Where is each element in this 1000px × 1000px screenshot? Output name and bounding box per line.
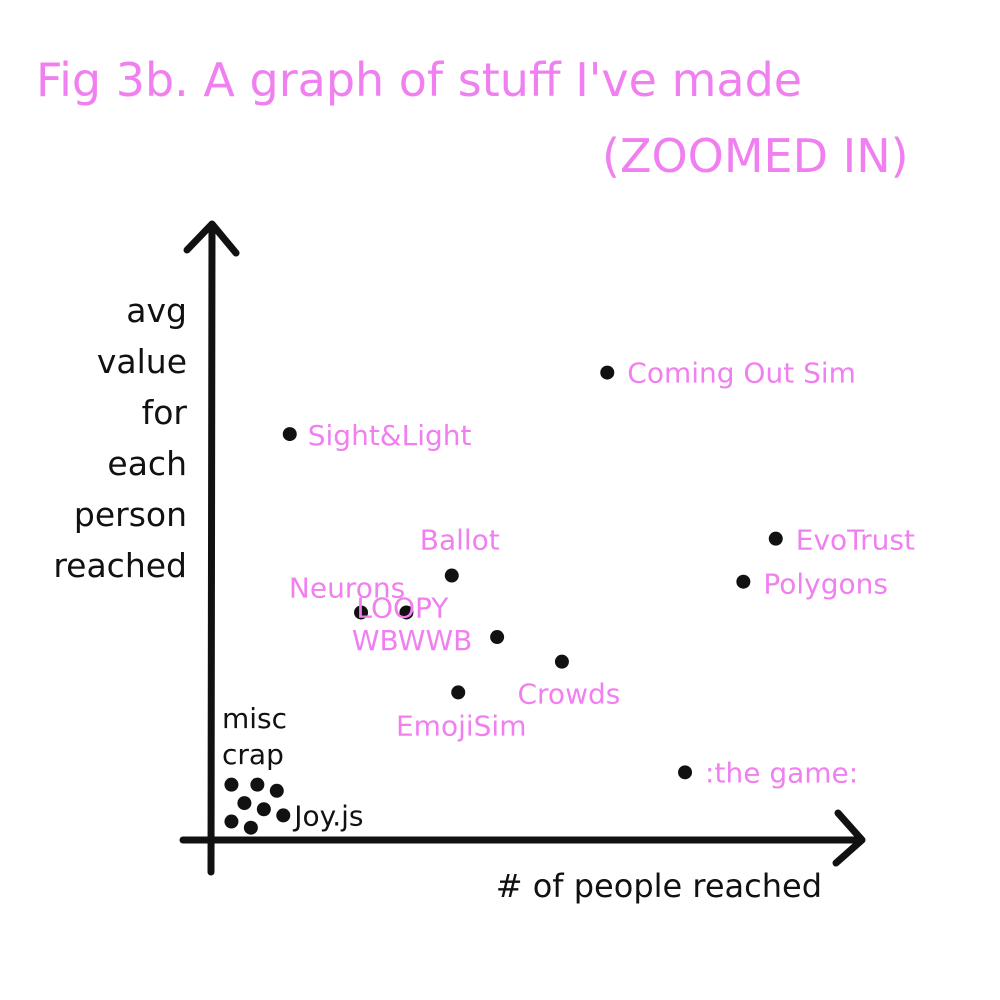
axes	[179, 220, 866, 876]
cluster-label-line: crap	[222, 738, 284, 771]
y-axis-label-line: for	[142, 393, 188, 432]
y-axis-arrowhead	[183, 220, 240, 257]
y-axis-label-line: person	[74, 495, 187, 534]
data-label-joy-js: Joy.js	[292, 799, 363, 832]
y-axis-label-line: reached	[53, 546, 187, 585]
data-point-sight-light	[282, 427, 297, 442]
y-axis-label-line: avg	[126, 291, 187, 330]
data-label-polygons: Polygons	[763, 568, 888, 601]
cluster-points	[224, 777, 284, 835]
cluster-point	[237, 796, 252, 811]
x-axis-arrowhead	[832, 809, 866, 867]
data-points	[276, 365, 783, 823]
y-axis-label: avg value for each person reached	[53, 291, 187, 585]
x-axis-label: # of people reached	[496, 867, 822, 905]
data-point-ballot	[444, 568, 459, 583]
data-label-ballot: Ballot	[420, 524, 500, 557]
chart-title-line-1: Fig 3b. A graph of stuff I've made	[36, 53, 803, 107]
cluster-point	[243, 820, 258, 835]
data-label-neurons: Neurons	[289, 571, 405, 604]
data-label-emojisim: EmojiSim	[396, 709, 526, 742]
data-label-wbwwb: WBWWB	[352, 624, 472, 657]
data-point-evotrust	[768, 531, 783, 546]
data-point-emojisim	[451, 685, 466, 700]
data-label-evotrust: EvoTrust	[796, 524, 915, 557]
data-label-coming-out-sim: Coming Out Sim	[627, 357, 856, 390]
data-point-crowds	[554, 654, 569, 669]
cluster-point	[224, 814, 239, 829]
data-point-coming-out-sim	[600, 365, 615, 380]
y-axis-line	[207, 222, 216, 876]
data-label-sight-light: Sight&Light	[308, 419, 472, 452]
data-point-loopy	[399, 605, 414, 620]
data-point-the-game	[678, 765, 693, 780]
data-point-joy-js	[276, 808, 291, 823]
data-label-crowds: Crowds	[517, 678, 620, 711]
cluster-point	[269, 783, 284, 798]
cluster-label-line: misc	[222, 702, 287, 735]
y-axis-label-line: value	[97, 342, 187, 381]
cluster-point	[250, 777, 265, 792]
data-point-labels: Coming Out Sim Sight&Light EvoTrust Polygon…	[289, 357, 915, 833]
cluster-point	[224, 777, 239, 792]
data-point-polygons	[736, 574, 751, 589]
data-point-neurons	[354, 605, 369, 620]
cluster-point	[256, 802, 271, 817]
y-axis-label-line: each	[107, 444, 187, 483]
data-point-wbwwb	[490, 630, 505, 645]
data-label-the-game: :the game:	[705, 756, 858, 789]
chart-title-line-2: (ZOOMED IN)	[602, 129, 909, 183]
data-label-loopy: LOOPY	[356, 591, 449, 624]
